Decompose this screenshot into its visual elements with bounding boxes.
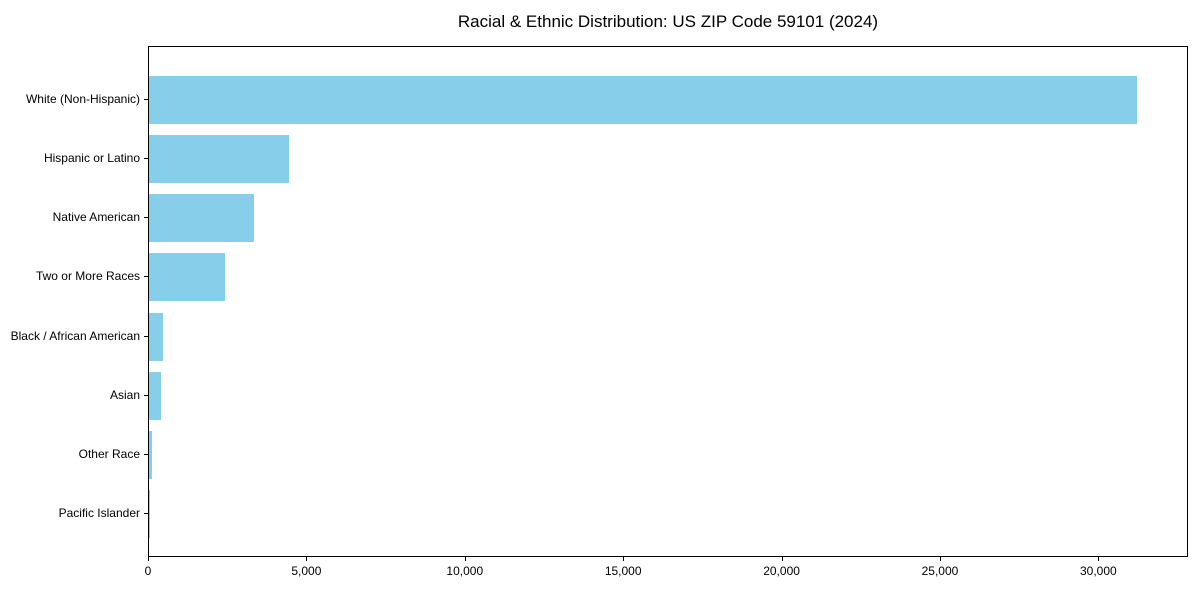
x-tick-label-1: 5,000 xyxy=(291,564,322,578)
x-tick-label-5: 25,000 xyxy=(921,564,959,578)
y-tick-mark-2 xyxy=(144,217,148,219)
x-tick-mark-3 xyxy=(623,557,625,561)
x-tick-mark-6 xyxy=(1098,557,1100,561)
y-tick-mark-1 xyxy=(144,158,148,160)
x-tick-label-3: 15,000 xyxy=(604,564,642,578)
y-tick-label-2: Native American xyxy=(52,210,140,225)
bar-3 xyxy=(149,253,225,302)
y-tick-mark-6 xyxy=(144,453,148,455)
x-tick-label-6: 30,000 xyxy=(1079,564,1117,578)
x-tick-mark-4 xyxy=(781,557,783,561)
y-tick-mark-7 xyxy=(144,512,148,514)
bar-4 xyxy=(149,312,163,361)
x-tick-label-4: 20,000 xyxy=(763,564,800,578)
x-tick-mark-1 xyxy=(306,557,308,561)
y-tick-label-6: Other Race xyxy=(78,446,140,461)
bar-1 xyxy=(149,135,290,184)
x-tick-mark-2 xyxy=(464,557,466,561)
x-tick-mark-0 xyxy=(148,557,149,561)
y-tick-mark-0 xyxy=(144,99,148,100)
bar-6 xyxy=(149,430,152,479)
y-tick-label-1: Hispanic or Latino xyxy=(43,151,140,166)
chart-title: Racial & Ethnic Distribution: US ZIP Cod… xyxy=(457,12,879,31)
bar-7 xyxy=(149,489,150,538)
plot-area xyxy=(148,46,1188,557)
y-tick-label-7: Pacific Islander xyxy=(58,505,140,520)
y-tick-label-0: White (Non-Hispanic) xyxy=(25,92,140,106)
y-tick-label-4: Black / African American xyxy=(10,328,140,343)
y-tick-mark-5 xyxy=(144,394,148,396)
x-tick-label-2: 10,000 xyxy=(446,564,484,578)
y-tick-label-5: Asian xyxy=(109,387,140,402)
y-tick-mark-4 xyxy=(144,335,148,337)
y-tick-label-3: Two or More Races xyxy=(35,269,140,284)
x-tick-label-0: 0 xyxy=(144,564,152,578)
y-tick-mark-3 xyxy=(144,276,148,278)
x-tick-mark-5 xyxy=(939,557,941,561)
bar-5 xyxy=(149,371,162,420)
bar-2 xyxy=(149,194,254,243)
bar-0 xyxy=(149,76,1138,124)
